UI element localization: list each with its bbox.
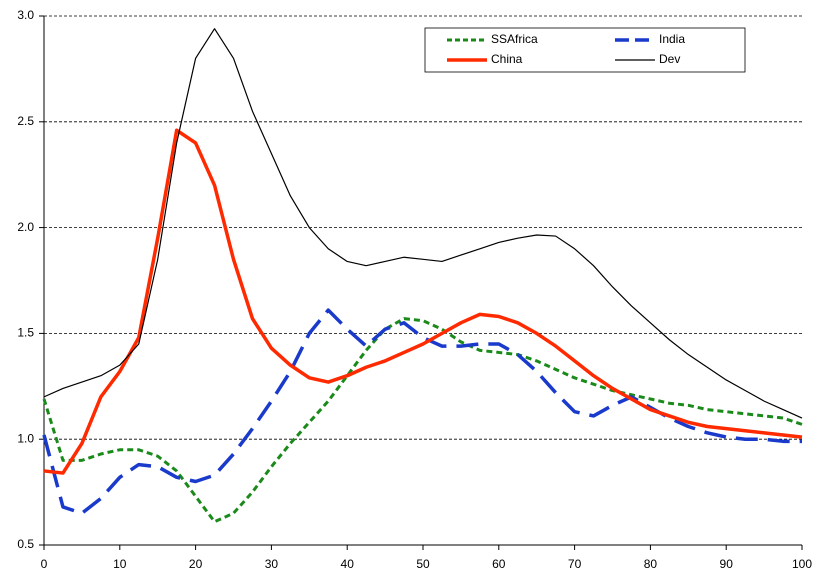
legend-label: Dev <box>659 52 680 66</box>
y-tick-label: 1.0 <box>17 431 34 445</box>
x-tick-label: 60 <box>492 557 506 571</box>
legend-label: SSAfrica <box>491 32 538 46</box>
series-line <box>43 128 803 475</box>
series-line <box>43 28 803 419</box>
x-tick-label: 40 <box>341 557 355 571</box>
x-tick-label: 50 <box>416 557 430 571</box>
y-tick-label: 3.0 <box>17 8 34 22</box>
y-tick-label: 1.5 <box>17 326 34 340</box>
x-tick-label: 100 <box>792 557 812 571</box>
legend-box <box>424 27 746 73</box>
series-line <box>42 317 803 524</box>
legend-label: India <box>659 32 685 46</box>
x-tick-label: 30 <box>265 557 279 571</box>
series-line <box>42 308 802 516</box>
y-tick-label: 2.5 <box>17 114 34 128</box>
y-tick-label: 2.0 <box>17 220 34 234</box>
x-tick-label: 90 <box>720 557 734 571</box>
legend-label: China <box>491 52 523 66</box>
x-tick-label: 20 <box>189 557 203 571</box>
x-tick-label: 10 <box>113 557 127 571</box>
x-tick-label: 70 <box>568 557 582 571</box>
y-tick-label: 0.5 <box>17 537 34 551</box>
x-tick-label: 0 <box>41 557 48 571</box>
x-tick-label: 80 <box>644 557 658 571</box>
